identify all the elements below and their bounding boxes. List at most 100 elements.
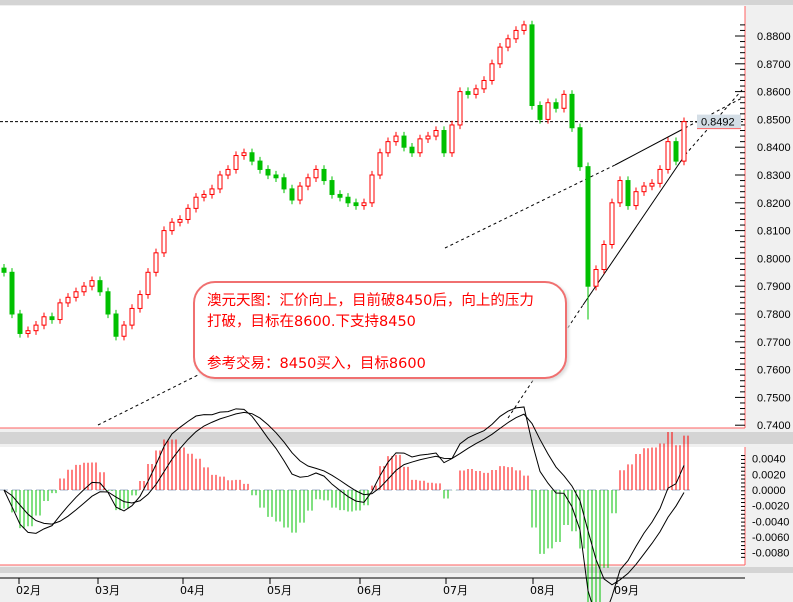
macd-dea-line: [3, 411, 685, 586]
candle: [377, 152, 383, 176]
candle: [561, 93, 567, 109]
candle: [497, 46, 503, 65]
price-tick-label: 0.8200: [757, 198, 791, 210]
top-bar: [0, 0, 793, 5]
panel-separator: [0, 567, 793, 573]
candle: [353, 202, 359, 207]
candle: [73, 291, 79, 298]
candle: [137, 294, 143, 309]
candle: [433, 130, 439, 137]
candle: [465, 91, 471, 95]
price-tick-label: 0.7900: [757, 281, 791, 293]
price-tick-label: 0.7800: [757, 309, 791, 321]
annotation-line: 打破，目标在8600.下支持8450: [207, 314, 416, 330]
candle: [393, 135, 399, 143]
date-tick-label: 03月: [95, 584, 120, 597]
candle: [241, 152, 247, 157]
price-tick-label: 0.7600: [757, 365, 791, 377]
candle: [217, 174, 223, 190]
candle: [105, 291, 111, 315]
resistance-trendline: [614, 127, 686, 166]
candle: [553, 102, 559, 109]
annotation-line: 澳元天图：汇价向上，目前破8450后，向上的压力: [207, 293, 534, 309]
date-tick-label: 08月: [530, 584, 555, 597]
price-tick-label: 0.8300: [757, 170, 791, 182]
price-tick-label: 0.7500: [757, 392, 791, 404]
price-tick-label: 0.8500: [757, 114, 791, 126]
candle: [649, 182, 655, 187]
candle: [345, 196, 351, 204]
candle: [657, 168, 663, 184]
price-tick-label: 0.8400: [757, 142, 791, 154]
price-tick-label: 0.8700: [757, 59, 791, 71]
candle: [97, 280, 103, 293]
date-tick-label: 02月: [16, 584, 41, 597]
macd-dif-line: [3, 406, 685, 602]
candle: [529, 24, 535, 107]
candle: [201, 193, 207, 198]
macd-tick-label: -0.0080: [752, 548, 789, 560]
candle: [617, 180, 623, 204]
candle: [57, 302, 63, 321]
candle: [385, 141, 391, 154]
candle: [473, 88, 479, 95]
candle: [177, 218, 183, 223]
candle: [89, 280, 95, 287]
candle: [265, 168, 271, 176]
candle: [161, 230, 167, 254]
candle: [313, 168, 319, 179]
candle: [233, 155, 239, 170]
candle: [297, 185, 303, 201]
trendline-dashed: [684, 97, 743, 129]
candle: [545, 102, 551, 120]
candle: [249, 152, 255, 162]
candle: [41, 316, 47, 326]
candle: [625, 180, 631, 207]
candle: [337, 193, 343, 198]
date-tick-label: 04月: [180, 584, 205, 597]
candle: [281, 177, 287, 190]
candle: [305, 177, 311, 187]
candle: [537, 105, 543, 120]
candle: [121, 324, 127, 337]
candle: [257, 160, 263, 170]
candle: [505, 38, 511, 48]
candle: [17, 313, 23, 334]
candle: [593, 269, 599, 287]
candle: [585, 166, 591, 287]
candle: [681, 121, 687, 162]
candle: [113, 313, 119, 337]
candle: [457, 91, 463, 126]
macd-tick-label: 0.0020: [752, 469, 786, 481]
candle: [601, 244, 607, 271]
candle: [417, 138, 423, 154]
candle: [521, 24, 527, 31]
candle: [513, 29, 519, 40]
candle: [33, 324, 39, 332]
candle: [633, 191, 639, 207]
macd-panel: [0, 447, 745, 565]
candle: [481, 79, 487, 90]
candle: [153, 252, 159, 273]
candle: [225, 168, 231, 176]
candle: [441, 130, 447, 154]
date-tick-label: 09月: [614, 584, 639, 597]
date-tick-label: 05月: [267, 584, 292, 597]
current-price-box: [697, 114, 741, 129]
annotation-line: 参考交易：8450买入，目标8600: [207, 356, 426, 372]
trendline-dashed: [97, 373, 201, 426]
macd-tick-label: -0.0020: [752, 501, 789, 513]
candle: [401, 135, 407, 148]
candle: [369, 174, 375, 204]
macd-tick-label: 0.0040: [752, 454, 786, 466]
candle: [329, 180, 335, 195]
candle: [489, 63, 495, 81]
candle: [665, 141, 671, 170]
candle: [65, 296, 71, 304]
macd-tick-label: -0.0040: [752, 516, 789, 528]
candle: [609, 202, 615, 246]
price-tick-label: 0.8800: [757, 31, 791, 43]
date-tick-label: 07月: [443, 584, 468, 597]
